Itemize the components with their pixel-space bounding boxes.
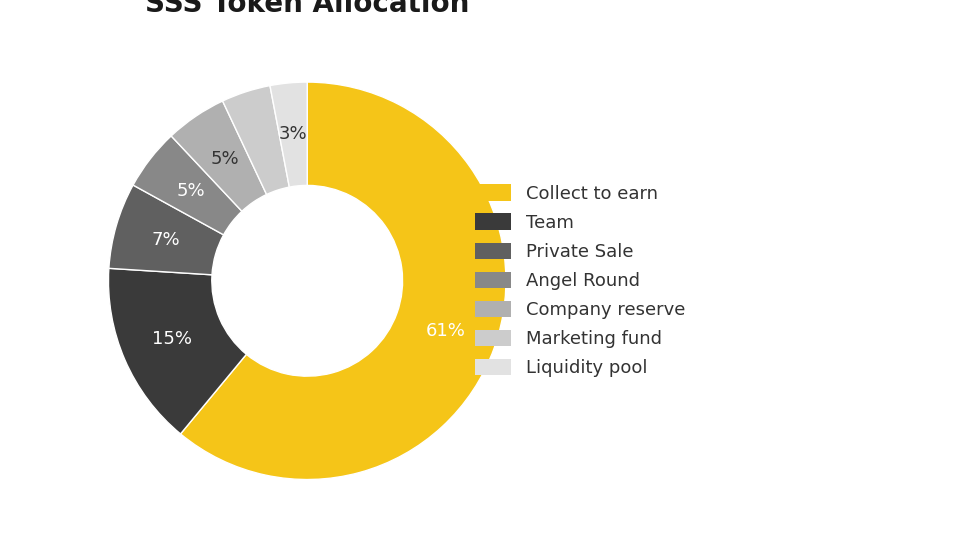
Wedge shape: [171, 101, 267, 211]
Text: 15%: 15%: [153, 330, 192, 348]
Wedge shape: [223, 86, 289, 194]
Text: 3%: 3%: [279, 125, 307, 144]
Text: 7%: 7%: [152, 231, 180, 249]
Text: 5%: 5%: [177, 181, 205, 200]
Wedge shape: [180, 82, 506, 480]
Wedge shape: [133, 136, 242, 235]
Text: 5%: 5%: [210, 150, 239, 168]
Wedge shape: [108, 185, 224, 275]
Text: 61%: 61%: [425, 322, 466, 340]
Title: SSS Token Allocation: SSS Token Allocation: [145, 0, 469, 18]
Legend: Collect to earn, Team, Private Sale, Angel Round, Company reserve, Marketing fun: Collect to earn, Team, Private Sale, Ang…: [475, 184, 685, 377]
Wedge shape: [108, 268, 247, 434]
Wedge shape: [270, 82, 307, 187]
